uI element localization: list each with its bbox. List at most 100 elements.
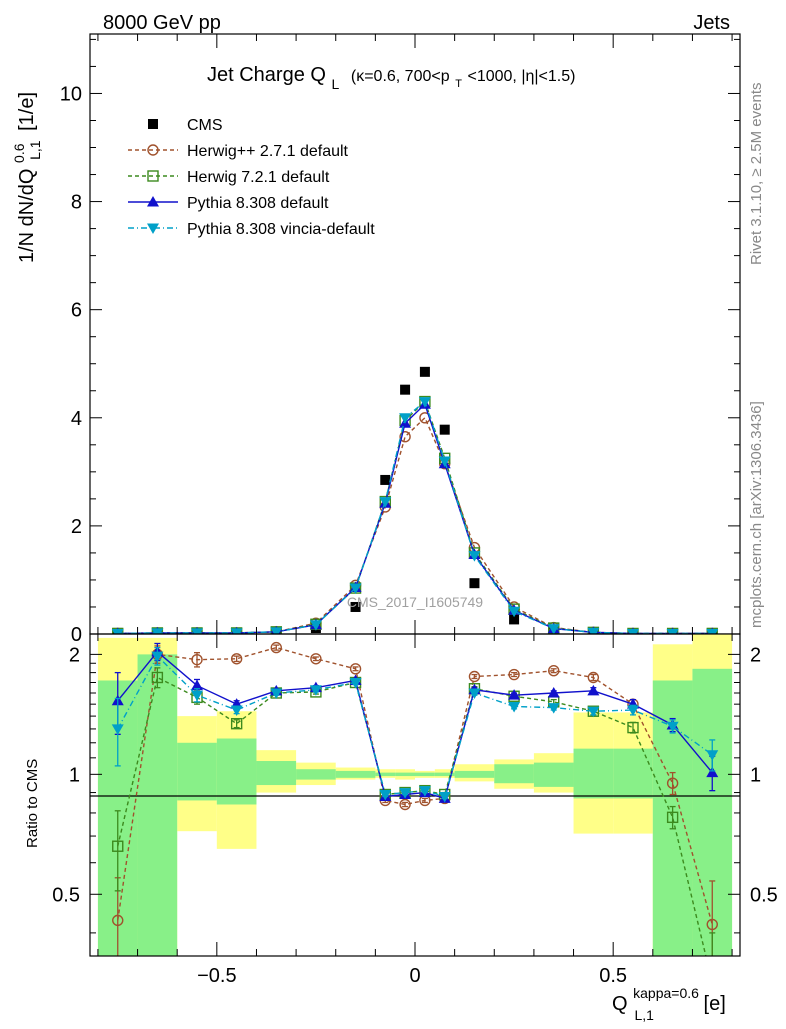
series-4-point-11 bbox=[468, 551, 481, 562]
legend-label-1: Herwig++ 2.7.1 default bbox=[187, 143, 349, 160]
mcplots-label: mcplots.cern.ch [arXiv:1306.3436] bbox=[748, 401, 765, 628]
band-green-7 bbox=[375, 772, 396, 777]
title-params-b: <1000, |η|<1.5) bbox=[467, 68, 575, 85]
band-green-9 bbox=[415, 772, 435, 777]
series-4-point-13 bbox=[547, 624, 560, 634]
series-4-point-9 bbox=[418, 397, 431, 408]
y-tick-label-1: 2 bbox=[71, 516, 82, 538]
ratio-point-1-3 bbox=[230, 653, 243, 665]
legend-item-2: Herwig 7.2.1 default bbox=[128, 169, 330, 186]
rivet-label: Rivet 3.1.10, ≥ 2.5M events bbox=[748, 83, 765, 266]
ratio-point-1-17 bbox=[706, 918, 718, 931]
ratio-point-4-14 bbox=[587, 706, 600, 718]
series-4-point-12 bbox=[508, 606, 521, 618]
legend-item-0: CMS bbox=[148, 117, 223, 134]
ratio-point-1-13 bbox=[548, 665, 560, 677]
title-main: Jet Charge Q bbox=[207, 64, 326, 86]
ratio-y-tick-label-right-0: 0.5 bbox=[750, 884, 778, 906]
x-axis-label-base: Q bbox=[612, 993, 628, 1015]
ratio-point-4-11 bbox=[468, 688, 481, 699]
ratio-point-3-12 bbox=[508, 689, 521, 700]
legend-marker-2 bbox=[147, 170, 159, 182]
legend-label-2: Herwig 7.2.1 default bbox=[187, 169, 330, 186]
series-4-point-5 bbox=[309, 620, 322, 631]
ratio-point-1-8 bbox=[399, 798, 411, 811]
series-4-point-2 bbox=[191, 628, 204, 634]
ratio-point-3-2 bbox=[191, 679, 204, 691]
series-0-point-12 bbox=[509, 614, 520, 625]
band-green-11 bbox=[454, 770, 495, 778]
ratio-point-3-13 bbox=[547, 686, 560, 698]
ratio-y-tick-label-left-2: 2 bbox=[69, 644, 80, 666]
series-0-point-7 bbox=[380, 474, 391, 485]
title-params-a: (κ=0.6, 700<p bbox=[351, 68, 450, 85]
ratio-panel: −0.5 0 0.5 0.5 0.5 1 1 2 2 Ratio to CMS Q kappa=… bbox=[24, 633, 778, 1024]
legend-marker-4 bbox=[147, 223, 159, 234]
x-axis-label: Q kappa=0.6 L,1 [e] bbox=[612, 981, 726, 1024]
ratio-point-4-9 bbox=[418, 786, 431, 797]
ratio-point-4-17 bbox=[706, 750, 719, 761]
ratio-point-2-3 bbox=[230, 717, 243, 730]
legend-label-3: Pythia 8.308 default bbox=[187, 195, 329, 212]
series-4 bbox=[111, 397, 719, 634]
band-green-15 bbox=[613, 748, 653, 799]
series-4-point-8 bbox=[399, 413, 412, 424]
y-axis-label-base: 1/N dN/dQ bbox=[16, 169, 38, 263]
ratio-point-1-0 bbox=[112, 914, 124, 927]
ratio-point-4-4 bbox=[270, 688, 283, 699]
series-4-point-6 bbox=[349, 583, 362, 595]
legend-item-1: Herwig++ 2.7.1 default bbox=[128, 143, 349, 160]
series-line-3 bbox=[117, 403, 713, 634]
series-4-point-15 bbox=[626, 628, 639, 634]
legend-label-0: CMS bbox=[187, 117, 223, 134]
y-axis-label-sub: L,1 bbox=[27, 140, 43, 160]
ratio-point-4-16 bbox=[666, 721, 679, 733]
ratio-point-1-12 bbox=[508, 668, 520, 681]
series-4-point-0 bbox=[111, 628, 124, 634]
ratio-y-tick-label-right-1: 1 bbox=[750, 764, 761, 786]
ratio-point-4-13 bbox=[547, 703, 560, 714]
ratio-point-4-0 bbox=[111, 724, 124, 735]
legend-label-4: Pythia 8.308 vincia-default bbox=[187, 221, 375, 238]
ratio-point-4-1 bbox=[151, 651, 164, 663]
y-tick-label-4: 8 bbox=[71, 192, 82, 214]
ratio-point-2-0 bbox=[112, 840, 124, 852]
ratio-y-tick-label-right-2: 2 bbox=[750, 644, 761, 666]
ratio-point-4-2 bbox=[191, 690, 204, 702]
band-green-6 bbox=[335, 770, 376, 778]
y-axis-label-sup: 0.6 bbox=[11, 143, 27, 163]
band-green-8 bbox=[395, 772, 415, 777]
y-tick-label-0: 0 bbox=[71, 624, 82, 646]
ratio-point-4-12 bbox=[508, 701, 521, 713]
ratio-point-1-4 bbox=[270, 641, 282, 654]
band-green-10 bbox=[434, 772, 455, 777]
series-4-point-16 bbox=[666, 628, 679, 634]
series-4-point-17 bbox=[706, 628, 719, 634]
title-params-sub: T bbox=[455, 78, 462, 90]
legend: CMS Herwig++ 2.7.1 default Herwig 7.2.1 de… bbox=[128, 117, 375, 238]
ratio-axis-label: Ratio to CMS bbox=[24, 759, 41, 848]
ratio-line-2 bbox=[117, 676, 707, 956]
ratio-point-4-5 bbox=[309, 685, 322, 696]
ratio-line-3 bbox=[117, 650, 713, 800]
header-energy: 8000 GeV pp bbox=[103, 12, 221, 34]
series-0-point-6 bbox=[350, 601, 361, 612]
ratio-y-tick-label-left-0: 0.5 bbox=[52, 884, 80, 906]
legend-marker-0 bbox=[148, 119, 158, 129]
ratio-point-4-15 bbox=[626, 705, 639, 717]
band-green-4 bbox=[256, 761, 297, 786]
series-0-point-9 bbox=[419, 366, 430, 377]
ratio-point-4-3 bbox=[230, 705, 243, 717]
header-jets: Jets bbox=[693, 12, 730, 34]
ratio-line-1 bbox=[117, 646, 713, 925]
ratio-point-4-8 bbox=[399, 788, 412, 799]
ratio-point-4-7 bbox=[379, 789, 392, 801]
x-axis-label-unit: [e] bbox=[704, 993, 726, 1015]
legend-item-4: Pythia 8.308 vincia-default bbox=[128, 221, 375, 238]
series-1-point-8 bbox=[399, 431, 411, 443]
x-axis-label-sub: L,1 bbox=[634, 1007, 654, 1023]
ratio-point-2-15 bbox=[627, 721, 639, 734]
series-4-point-7 bbox=[379, 497, 392, 508]
ratio-point-1-11 bbox=[468, 670, 481, 683]
ratio-point-1-16 bbox=[666, 777, 679, 789]
